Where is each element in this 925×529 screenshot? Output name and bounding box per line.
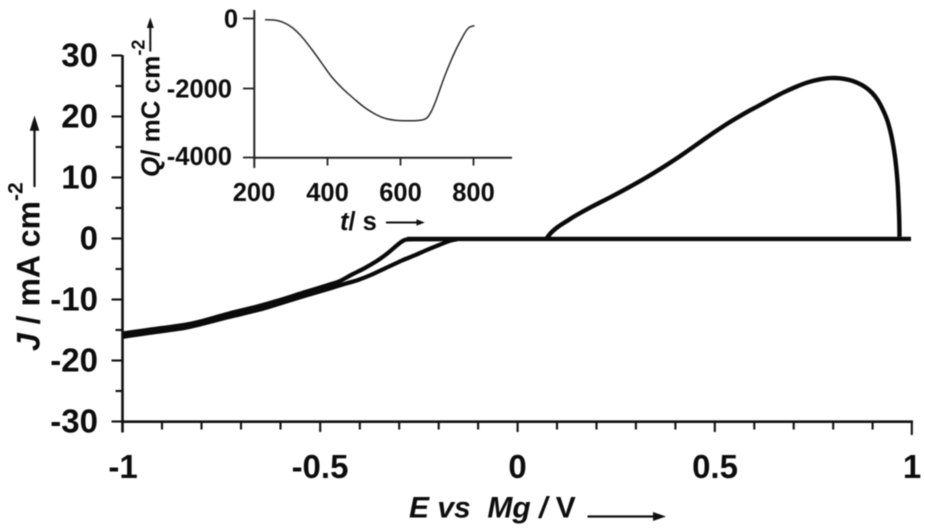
- svg-text:t/ s: t/ s: [340, 208, 377, 236]
- svg-text:-20: -20: [50, 342, 98, 379]
- svg-text:Q/ mC cm-2: Q/ mC cm-2: [129, 40, 166, 177]
- svg-text:-10: -10: [50, 281, 98, 318]
- svg-text:200: 200: [233, 179, 276, 207]
- svg-text:1: 1: [903, 448, 921, 485]
- svg-text:600: 600: [379, 179, 422, 207]
- svg-text:0: 0: [508, 448, 526, 485]
- svg-text:0: 0: [80, 220, 98, 257]
- svg-text:E vs Mg / V: E vs Mg / V: [409, 492, 576, 525]
- svg-text:800: 800: [452, 179, 495, 207]
- svg-text:-30: -30: [50, 403, 98, 440]
- svg-text:30: 30: [61, 37, 98, 74]
- svg-text:10: 10: [61, 159, 98, 196]
- svg-text:-2000: -2000: [167, 76, 232, 104]
- svg-text:-0.5: -0.5: [292, 448, 349, 485]
- svg-text:J / mA cm-2: J / mA cm-2: [5, 182, 47, 351]
- svg-text:-1: -1: [108, 448, 137, 485]
- svg-text:400: 400: [306, 179, 349, 207]
- svg-text:0.5: 0.5: [692, 448, 738, 485]
- svg-text:20: 20: [61, 98, 98, 135]
- svg-text:0: 0: [224, 6, 238, 34]
- svg-text:-4000: -4000: [167, 143, 232, 171]
